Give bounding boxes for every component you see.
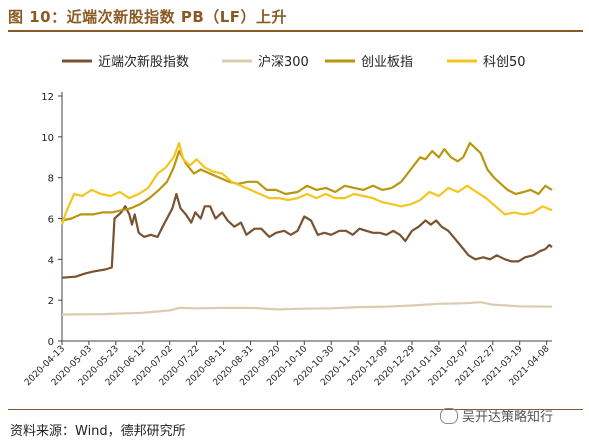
wechat-icon xyxy=(440,407,458,424)
series-line-1 xyxy=(61,192,553,279)
series-line-4 xyxy=(60,141,553,225)
y-tick-label: 12 xyxy=(41,92,54,103)
y-tick-label: 8 xyxy=(48,174,54,185)
legend-label-1: 近端次新股指数 xyxy=(98,54,189,70)
legend-label-2: 沪深300 xyxy=(258,54,309,70)
y-tick-label: 4 xyxy=(48,255,54,266)
title-divider xyxy=(8,30,583,32)
legend-label-4: 科创50 xyxy=(483,55,526,70)
series-line-3 xyxy=(61,141,553,222)
figure-title: 图 10：近端次新股指数 PB（LF）上升 xyxy=(8,8,288,26)
footer-divider xyxy=(8,409,583,410)
legend-label-3: 创业板指 xyxy=(361,55,413,70)
line-chart: 近端次新股指数 沪深300 创业板指 科创50 0246810122020-04-13… xyxy=(23,54,553,388)
chart-legend: 近端次新股指数 沪深300 创业板指 科创50 xyxy=(62,54,526,70)
watermark: 吴开达策略知行 xyxy=(440,406,553,425)
source-note: 资料来源：Wind，德邦研究所 xyxy=(10,424,186,439)
y-tick-label: 10 xyxy=(41,133,54,144)
chart-series xyxy=(60,141,553,316)
watermark-label: 吴开达策略知行 xyxy=(462,410,554,425)
y-tick-label: 2 xyxy=(48,296,54,307)
series-line-2 xyxy=(61,301,553,316)
y-tick-label: 0 xyxy=(48,337,54,348)
chart-axes: 0246810122020-04-132020-05-032020-05-232… xyxy=(23,92,552,388)
y-tick-label: 6 xyxy=(48,215,54,226)
